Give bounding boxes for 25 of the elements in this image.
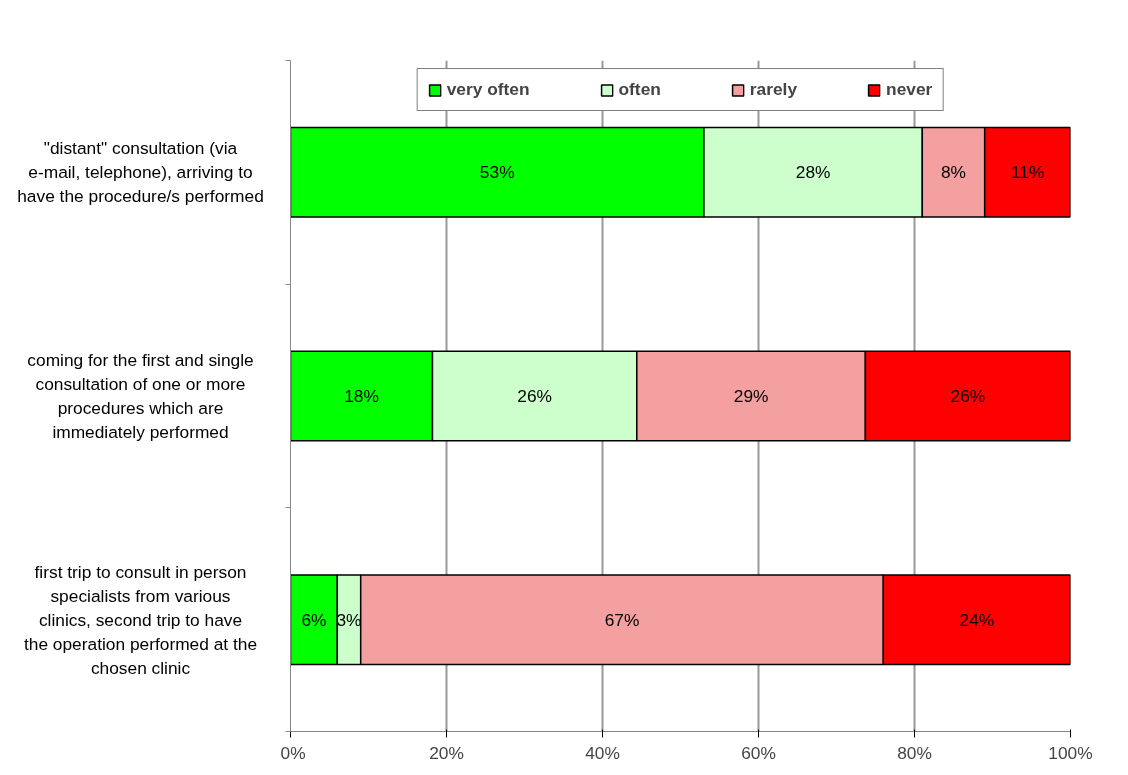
y-tick-label: first trip to consult in person specialists from various clinics, second trip to have the operation performed at the chosen clinic (23, 561, 258, 678)
x-tick-label: 60% (741, 742, 776, 763)
y-tick-label: coming for the first and single consultation of one or more procedures which are immediately performed (27, 350, 254, 442)
data-label: 26% (950, 386, 986, 406)
y-tick-label: "distant" consultation (via e-mail, telephone), arriving to have the procedure/s performed (17, 138, 264, 207)
data-label: 29% (733, 386, 769, 406)
data-label: 24% (959, 609, 995, 630)
legend-label: never (886, 79, 933, 100)
x-tick-label: 0% (280, 742, 306, 763)
x-tick-label: 80% (897, 742, 932, 763)
legend-label: often (618, 79, 661, 100)
legend-label: very often (446, 79, 530, 100)
data-label: 18% (344, 386, 379, 406)
x-tick-label: 20% (429, 742, 464, 763)
x-tick-label: 40% (585, 742, 620, 763)
data-label: 26% (517, 386, 552, 406)
data-label: 67% (604, 609, 640, 630)
data-label: 8% (940, 162, 967, 183)
legend-label: rarely (749, 79, 798, 100)
data-label: 11% (1010, 162, 1045, 183)
data-label: 28% (795, 162, 831, 183)
x-tick-label: 100% (1048, 742, 1093, 763)
data-label: 6% (301, 609, 327, 630)
data-label: 3% (336, 609, 362, 630)
data-label: 53% (479, 162, 515, 183)
